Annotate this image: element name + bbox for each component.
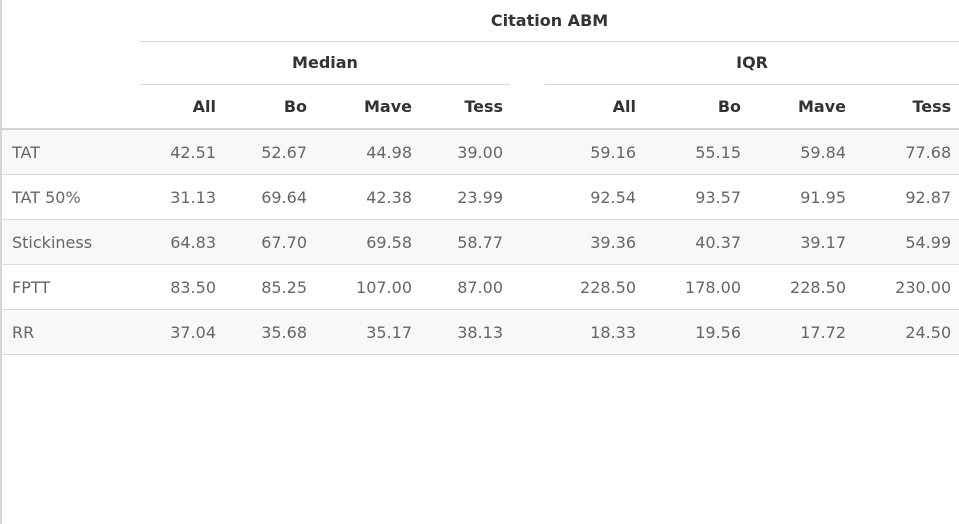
citation-abm-table: Citation ABM Median IQR All Bo Mave Tess <box>2 0 959 355</box>
col-header-iqr-all: All <box>545 85 644 130</box>
cell: 92.87 <box>854 174 959 220</box>
cell: 91.95 <box>749 174 854 220</box>
cell: 107.00 <box>315 264 420 310</box>
cell: 58.77 <box>420 219 511 265</box>
cell: 83.50 <box>140 264 224 310</box>
cell: 230.00 <box>854 264 959 310</box>
cell: 228.50 <box>545 264 644 310</box>
cell: 35.68 <box>224 309 315 355</box>
cell: 24.50 <box>854 309 959 355</box>
col-header-iqr-tess: Tess <box>854 85 959 130</box>
cell: 178.00 <box>644 264 749 310</box>
cell: 77.68 <box>854 129 959 175</box>
cell: 52.67 <box>224 129 315 175</box>
cell: 87.00 <box>420 264 511 310</box>
cell: 17.72 <box>749 309 854 355</box>
cell: 38.13 <box>420 309 511 355</box>
row-label: Stickiness <box>2 219 140 265</box>
cell: 54.99 <box>854 219 959 265</box>
table-row-tat-50: TAT 50% 31.13 69.64 42.38 23.99 92.54 93… <box>2 174 959 220</box>
cell: 35.17 <box>315 309 420 355</box>
table-title-spanner: Citation ABM <box>140 0 959 42</box>
cell: 69.64 <box>224 174 315 220</box>
page-left-border <box>0 0 2 524</box>
cell: 93.57 <box>644 174 749 220</box>
cell: 44.98 <box>315 129 420 175</box>
cell: 92.54 <box>545 174 644 220</box>
table-row-tat: TAT 42.51 52.67 44.98 39.00 59.16 55.15 … <box>2 129 959 175</box>
col-header-median-bo: Bo <box>224 85 315 130</box>
cell: 69.58 <box>315 219 420 265</box>
cell: 31.13 <box>140 174 224 220</box>
cell: 59.16 <box>545 129 644 175</box>
cell: 42.51 <box>140 129 224 175</box>
cell: 67.70 <box>224 219 315 265</box>
cell: 228.50 <box>749 264 854 310</box>
cell: 64.83 <box>140 219 224 265</box>
cell: 42.38 <box>315 174 420 220</box>
cell: 85.25 <box>224 264 315 310</box>
table-title: Citation ABM <box>490 11 609 30</box>
iqr-group-label: IQR <box>736 53 768 72</box>
cell: 39.17 <box>749 219 854 265</box>
cell: 39.36 <box>545 219 644 265</box>
col-header-median-all: All <box>140 85 224 130</box>
cell: 40.37 <box>644 219 749 265</box>
col-header-median-mave: Mave <box>315 85 420 130</box>
median-spanner: Median <box>140 42 511 85</box>
cell: 23.99 <box>420 174 511 220</box>
cell: 37.04 <box>140 309 224 355</box>
table-row-rr: RR 37.04 35.68 35.17 38.13 18.33 19.56 1… <box>2 309 959 355</box>
col-header-iqr-bo: Bo <box>644 85 749 130</box>
row-label: TAT <box>2 129 140 175</box>
table-row-fptt: FPTT 83.50 85.25 107.00 87.00 228.50 178… <box>2 264 959 310</box>
col-header-iqr-mave: Mave <box>749 85 854 130</box>
row-label: RR <box>2 309 140 355</box>
cell: 19.56 <box>644 309 749 355</box>
col-header-median-tess: Tess <box>420 85 511 130</box>
table-row-stickiness: Stickiness 64.83 67.70 69.58 58.77 39.36… <box>2 219 959 265</box>
cell: 18.33 <box>545 309 644 355</box>
row-label: TAT 50% <box>2 174 140 220</box>
iqr-spanner: IQR <box>545 42 959 85</box>
cell: 39.00 <box>420 129 511 175</box>
cell: 59.84 <box>749 129 854 175</box>
row-label: FPTT <box>2 264 140 310</box>
empty-corner <box>2 0 140 42</box>
median-group-label: Median <box>292 53 358 72</box>
cell: 55.15 <box>644 129 749 175</box>
